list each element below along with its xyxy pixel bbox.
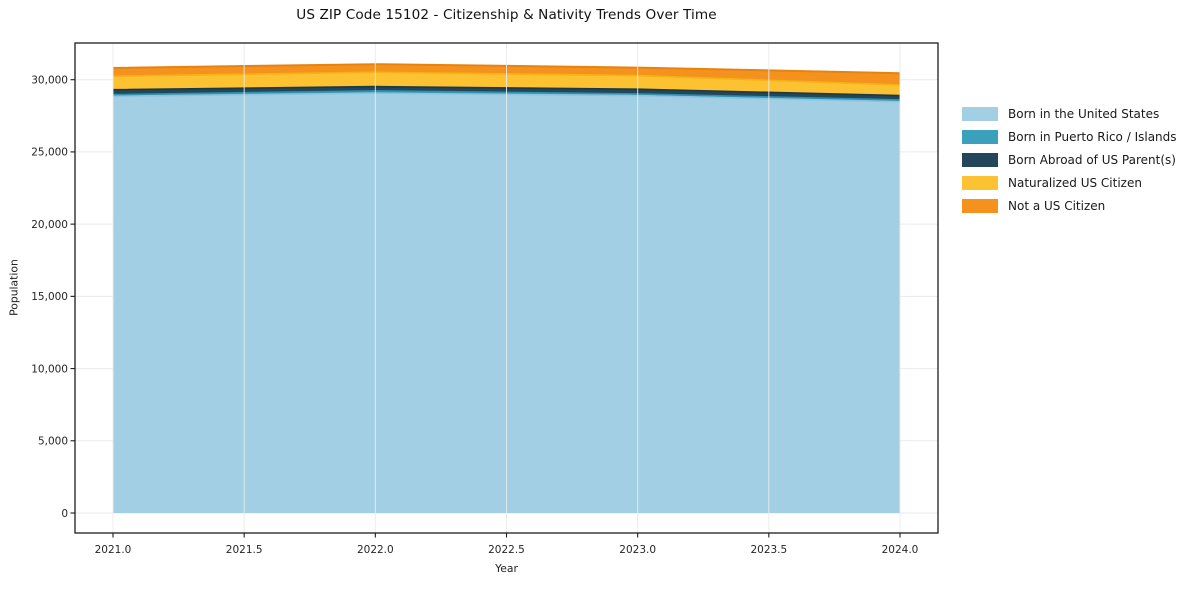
legend-item: Born in the United States xyxy=(962,107,1177,121)
y-tick-label: 0 xyxy=(61,508,68,520)
y-tick-label: 10,000 xyxy=(31,363,68,375)
legend-label: Born Abroad of US Parent(s) xyxy=(1008,153,1176,167)
legend-item: Naturalized US Citizen xyxy=(962,176,1177,190)
legend-label: Born in the United States xyxy=(1008,107,1160,121)
x-tick-label: 2021.5 xyxy=(226,544,263,556)
legend-swatch xyxy=(962,176,998,190)
y-tick-label: 20,000 xyxy=(31,219,68,231)
legend-swatch xyxy=(962,130,998,144)
legend-label: Naturalized US Citizen xyxy=(1008,176,1142,190)
y-tick-label: 15,000 xyxy=(31,291,68,303)
x-tick-label: 2022.5 xyxy=(488,544,525,556)
y-tick-label: 25,000 xyxy=(31,147,68,159)
x-tick-label: 2023.5 xyxy=(750,544,787,556)
x-tick-label: 2024.0 xyxy=(882,544,919,556)
y-tick-label: 30,000 xyxy=(31,75,68,87)
legend-label: Not a US Citizen xyxy=(1008,199,1106,213)
x-tick-label: 2021.0 xyxy=(95,544,132,556)
legend-item: Born Abroad of US Parent(s) xyxy=(962,153,1177,167)
chart-title: US ZIP Code 15102 - Citizenship & Nativi… xyxy=(296,7,717,23)
x-tick-label: 2023.0 xyxy=(619,544,656,556)
area-2 xyxy=(113,86,900,100)
legend-swatch xyxy=(962,153,998,167)
x-axis-label: Year xyxy=(495,562,518,575)
legend: Born in the United States Born in Puerto … xyxy=(962,107,1177,213)
legend-swatch xyxy=(962,199,998,213)
legend-item: Born in Puerto Rico / Islands xyxy=(962,130,1177,144)
y-tick-label: 5,000 xyxy=(38,436,68,448)
legend-swatch xyxy=(962,107,998,121)
legend-item: Not a US Citizen xyxy=(962,199,1177,213)
legend-label: Born in Puerto Rico / Islands xyxy=(1008,130,1177,144)
x-tick-label: 2022.0 xyxy=(357,544,394,556)
